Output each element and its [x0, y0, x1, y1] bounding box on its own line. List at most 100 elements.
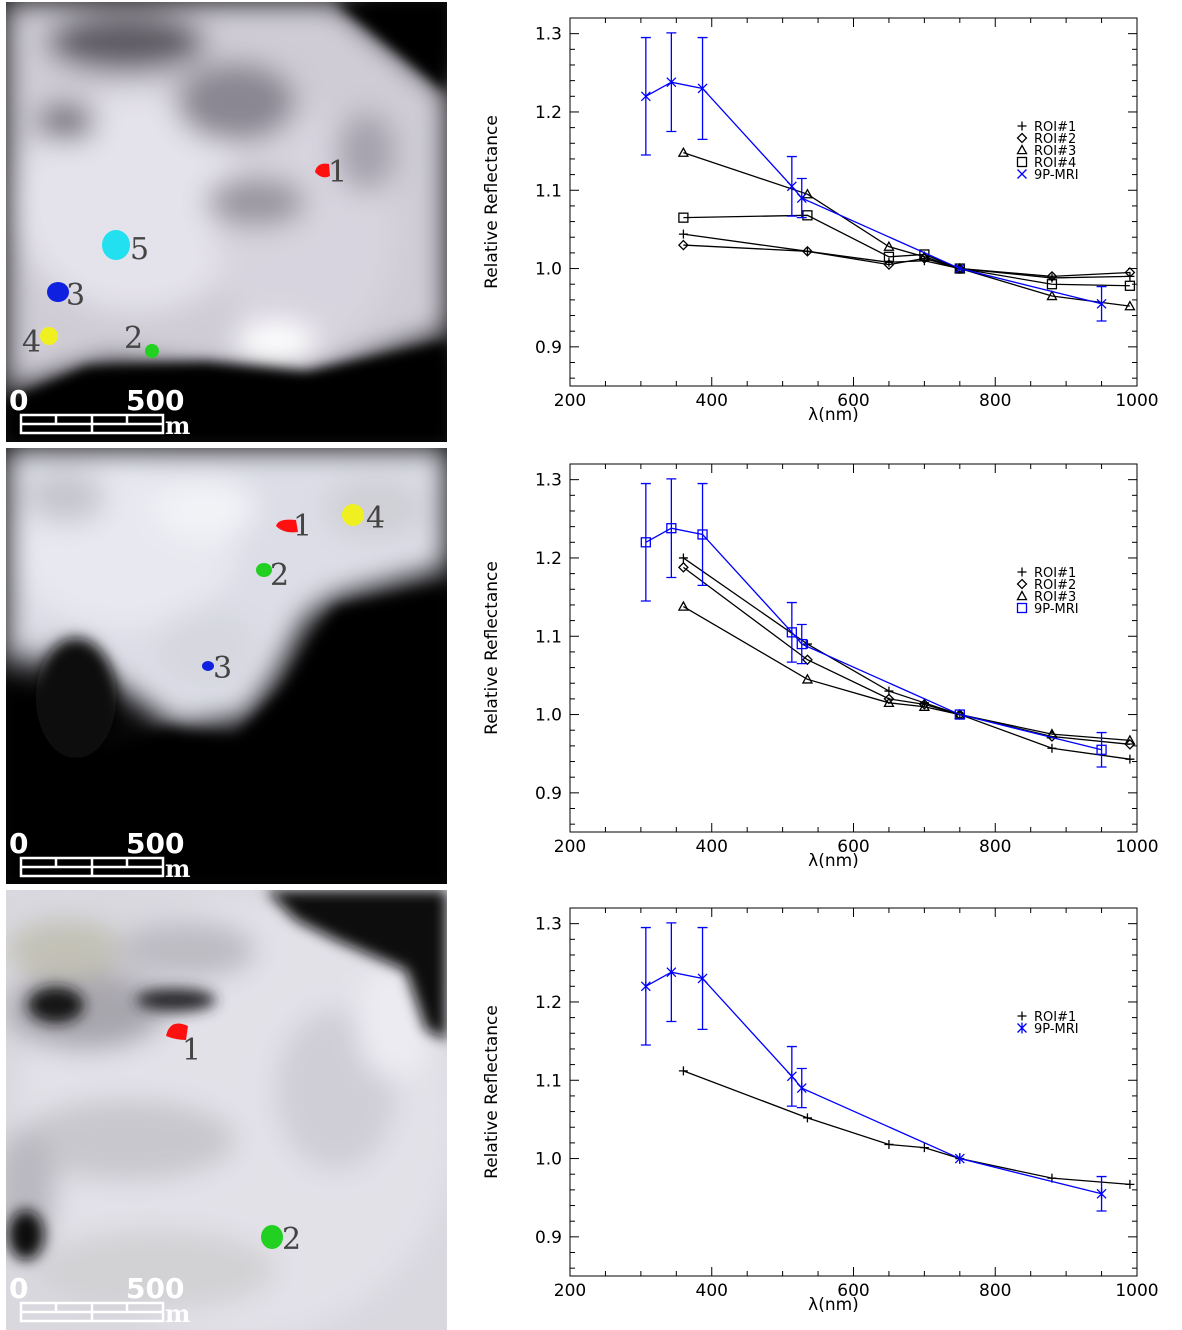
data-point [1124, 280, 1136, 291]
x-tick-label: 600 [837, 391, 869, 411]
x-tick-label: 1000 [1115, 837, 1158, 857]
x-tick-label: 400 [696, 837, 728, 857]
data-point-shape [677, 600, 690, 611]
legend-marker [1016, 132, 1028, 144]
data-point-shape [802, 1113, 812, 1123]
series-line [683, 152, 1130, 307]
data-point [677, 146, 690, 157]
roi-2-marker [145, 344, 159, 358]
data-point-shape [786, 181, 797, 192]
legend-label: ROI#3 [1034, 590, 1076, 605]
data-point-shape [954, 709, 965, 720]
legend-marker [1016, 578, 1028, 590]
error-bar [1096, 731, 1107, 768]
data-point [883, 240, 895, 251]
data-point-shape [1125, 1179, 1135, 1189]
x-tick-label: 800 [979, 837, 1011, 857]
roi-3-marker [47, 282, 69, 302]
data-point-shape [796, 638, 807, 650]
legend-marker-shape [1016, 602, 1028, 614]
scale-start-2: 0 [9, 827, 28, 860]
data-point-shape [640, 91, 651, 102]
data-point-shape [677, 239, 689, 251]
scale-unit-1: m [165, 411, 190, 440]
legend: ROI#19P-MRI [1017, 1010, 1079, 1037]
y-tick-label: 1.1 [535, 181, 562, 201]
data-point [697, 83, 708, 94]
data-point [1046, 270, 1058, 282]
legend-label: 9P-MRI [1034, 168, 1079, 183]
data-point-shape [954, 263, 965, 274]
data-point-shape [883, 251, 895, 262]
legend-marker [1017, 1022, 1027, 1034]
legend-marker [1016, 144, 1028, 155]
scale-end-1: 500 [126, 384, 184, 417]
data-point-shape [919, 1143, 929, 1153]
legend-label: ROI#1 [1034, 1010, 1076, 1025]
roi-2-label: 2 [282, 1222, 301, 1257]
roi-1-marker [166, 1023, 188, 1040]
data-point-shape [918, 250, 930, 262]
data-point [1046, 279, 1058, 290]
data-point [802, 1113, 812, 1123]
data-point [802, 210, 813, 221]
data-point-shape [666, 77, 677, 88]
series-1 [640, 922, 1107, 1212]
data-point [1125, 1179, 1135, 1189]
legend-label: ROI#3 [1034, 144, 1076, 159]
data-point-shape [801, 673, 814, 684]
data-point [640, 537, 651, 548]
legend-marker-shape [1017, 1011, 1027, 1021]
data-point [802, 245, 813, 257]
data-point-shape [918, 700, 930, 711]
data-point-shape [677, 561, 689, 573]
roi-2-marker [256, 563, 272, 577]
legend-marker-shape [1016, 132, 1028, 144]
data-point-shape [678, 553, 688, 563]
roi-4-label: 4 [366, 501, 385, 536]
data-point-shape [883, 240, 895, 251]
series-0 [678, 1066, 1135, 1189]
legend-marker [1016, 602, 1028, 614]
data-point [1046, 290, 1058, 301]
data-point-shape [1125, 754, 1135, 764]
error-bar [697, 482, 708, 587]
data-point [786, 181, 797, 192]
data-point [1124, 734, 1136, 745]
data-point-shape [786, 627, 797, 638]
data-point-shape [1124, 734, 1136, 745]
reflectance-chart-2: 200 400 600 800 1000 0.9 1.0 1.1 1.2 1.3 λ(nm) Rela… [470, 446, 1182, 886]
scale-end-3: 500 [126, 1272, 184, 1305]
legend-marker-shape [1016, 590, 1028, 601]
reflectance-chart-1: 200 400 600 800 1000 0.9 1.0 1.1 1.2 1.3 λ(nm) Rela… [470, 0, 1182, 440]
y-tick-label: 1.3 [535, 25, 562, 45]
x-tick-label: 1000 [1115, 391, 1158, 411]
data-point [786, 627, 797, 638]
data-point-shape [1124, 267, 1136, 278]
data-point [801, 188, 814, 199]
y-tick-label: 0.9 [535, 338, 562, 358]
data-point [678, 553, 688, 563]
data-point-shape [883, 259, 895, 271]
y-tick-label: 0.9 [535, 784, 562, 804]
x-tick-label: 400 [696, 1281, 728, 1301]
data-point [884, 1139, 894, 1149]
reflectance-chart-svg-1: 200 400 600 800 1000 0.9 1.0 1.1 1.2 1.3 λ(nm) Rela… [482, 17, 1159, 425]
data-point-shape [1047, 743, 1057, 753]
roi-2-label: 2 [124, 321, 143, 356]
roi-3-label: 3 [66, 278, 85, 313]
data-point [796, 193, 807, 204]
series-line [683, 566, 1130, 745]
legend-marker-shape [1017, 567, 1027, 577]
x-tick-label: 1000 [1115, 1281, 1158, 1301]
data-point-shape [1096, 744, 1107, 755]
y-tick-label: 1.2 [535, 103, 562, 123]
data-point [1124, 738, 1136, 750]
data-point [1047, 743, 1057, 753]
series-3 [640, 478, 1107, 768]
data-point-shape [1046, 290, 1058, 301]
data-point-shape [954, 263, 965, 274]
data-point-shape [666, 966, 677, 978]
legend-marker [1017, 1011, 1027, 1021]
data-point [954, 263, 965, 274]
